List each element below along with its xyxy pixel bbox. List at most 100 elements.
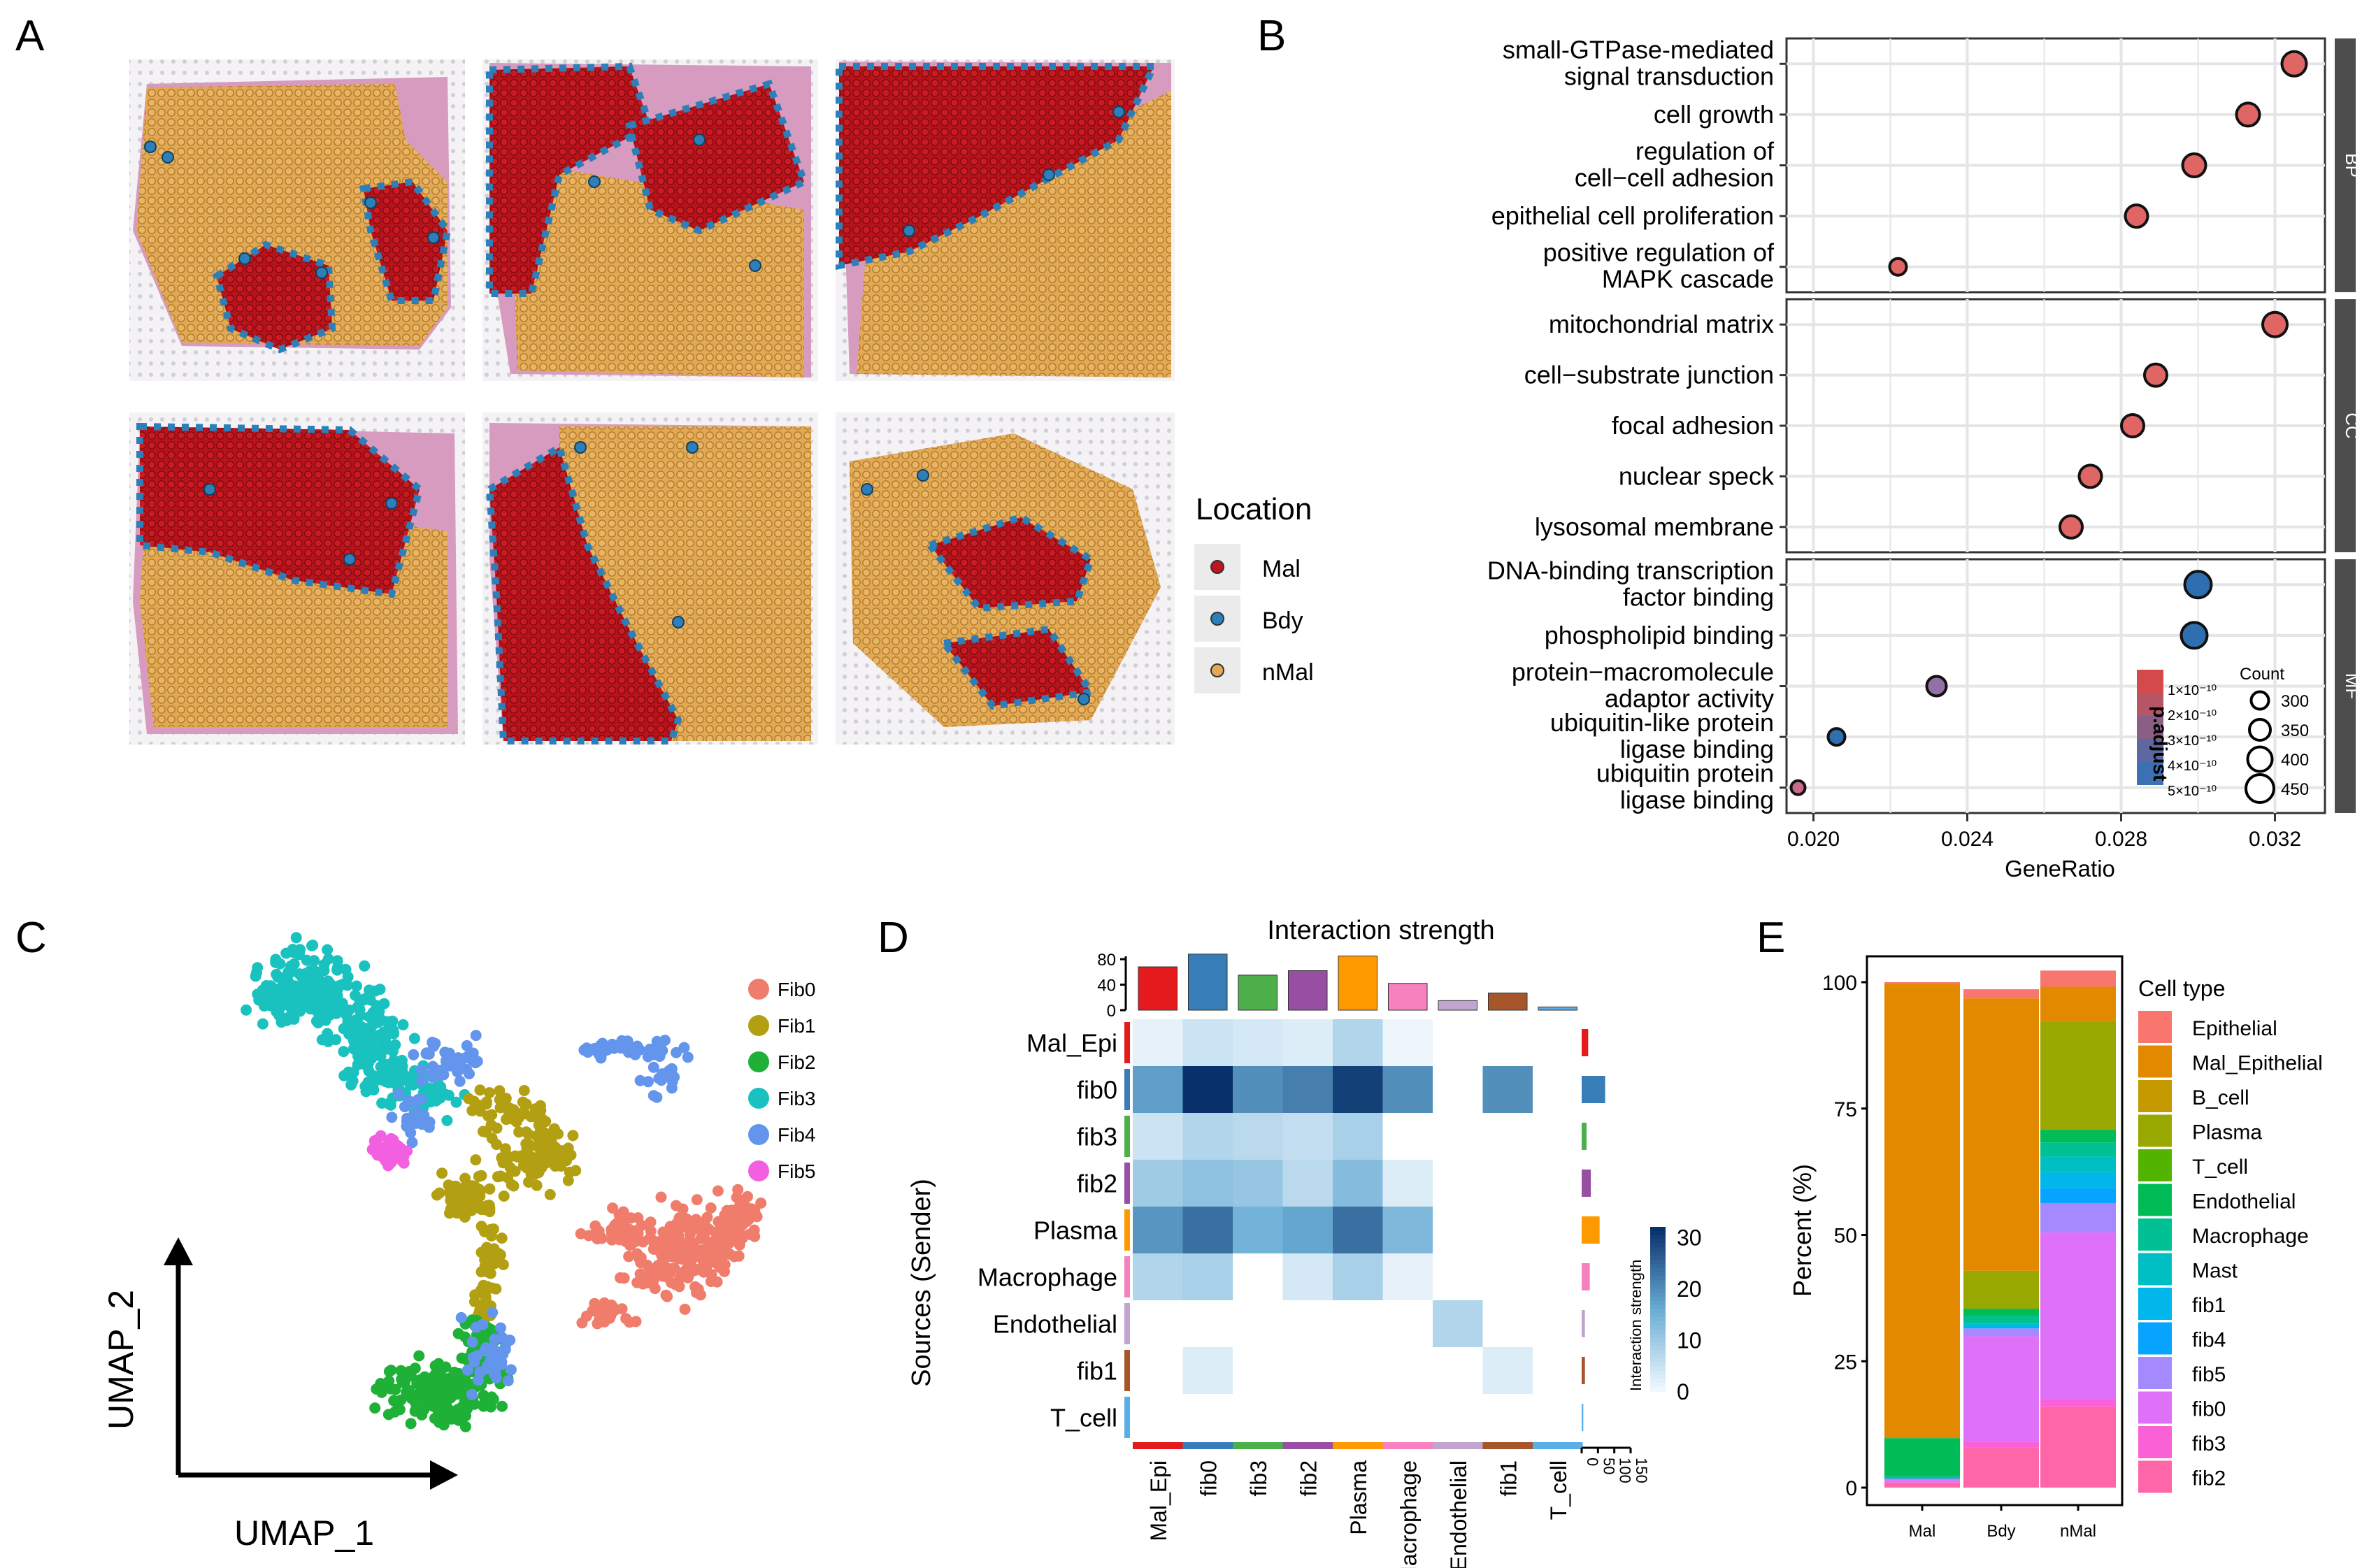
stacked-bar-segment xyxy=(2040,1188,2116,1203)
umap-point xyxy=(523,1177,534,1188)
umap-point xyxy=(316,980,328,992)
umap-legend-dot xyxy=(748,1124,769,1145)
stacked-bar-segment xyxy=(1963,1336,2039,1442)
panel-label-d: D xyxy=(878,914,909,962)
celltype-legend-label: Endothelial xyxy=(2192,1191,2296,1214)
umap-point xyxy=(368,1070,380,1082)
heatmap-col-label: Mal_Epi xyxy=(1146,1460,1171,1541)
umap-point xyxy=(322,1028,334,1040)
umap-point xyxy=(399,1374,411,1386)
umap-point xyxy=(536,1162,547,1174)
heatmap-cell xyxy=(1182,1300,1233,1348)
umap-point xyxy=(722,1226,733,1238)
heatmap-row-label: Macrophage xyxy=(978,1263,1117,1292)
bdy-spot xyxy=(693,134,706,146)
umap-point xyxy=(392,1140,404,1152)
heatmap-row-label: Plasma xyxy=(1033,1216,1118,1245)
colorbar-segment xyxy=(1650,1325,1666,1330)
celltype-legend-label: T_cell xyxy=(2192,1156,2248,1179)
umap-point xyxy=(294,944,306,956)
colorbar-segment xyxy=(1650,1251,1666,1257)
right-bar-tick-label: 150 xyxy=(1633,1458,1650,1483)
umap-point xyxy=(382,1160,394,1172)
umap-point xyxy=(510,1116,522,1128)
celltype-legend-label: fib3 xyxy=(2192,1432,2226,1455)
facet-strip-edge xyxy=(2329,299,2335,552)
heatmap-cell xyxy=(1282,1019,1333,1067)
umap-point xyxy=(381,1043,393,1055)
go-term-label: lysosomal membrane xyxy=(1535,512,1774,541)
stacked-bar-segment xyxy=(2040,1172,2116,1188)
umap-point xyxy=(397,1019,409,1030)
heatmap-cell xyxy=(1133,1113,1183,1160)
umap-point xyxy=(474,1084,486,1096)
umap-legend-dot xyxy=(748,1051,769,1072)
colorbar-tick-label: 3×10⁻¹⁰ xyxy=(2168,733,2217,749)
celltype-legend-label: Macrophage xyxy=(2192,1225,2309,1248)
umap-point xyxy=(657,1270,669,1282)
umap-point xyxy=(441,1056,452,1067)
heatmap-cell xyxy=(1482,1113,1533,1160)
umap-point xyxy=(409,1116,421,1128)
heatmap-cell xyxy=(1533,1019,1583,1067)
heatmap-cell xyxy=(1333,1019,1383,1067)
count-legend-title: Count xyxy=(2240,665,2284,684)
celltype-legend-swatch xyxy=(2138,1149,2172,1181)
umap-point xyxy=(366,1053,378,1065)
umap-point xyxy=(306,940,317,951)
go-term-label: cell growth xyxy=(1654,100,1774,129)
stacked-bar-segment xyxy=(1963,1325,2039,1328)
facet-strip-edge xyxy=(2329,559,2335,813)
umap-point xyxy=(304,965,316,977)
umap-point xyxy=(484,1183,496,1195)
go-dotplot: small-GTPase-mediated signal transduction… xyxy=(1487,35,2362,882)
colorbar-segment xyxy=(1650,1288,1666,1293)
umap-point xyxy=(416,1075,428,1087)
celltype-legend-label: B_cell xyxy=(2192,1086,2249,1109)
umap-point xyxy=(313,998,325,1010)
umap-point xyxy=(492,1171,503,1183)
umap-point xyxy=(476,1283,488,1294)
heatmap-col-label: fib1 xyxy=(1496,1460,1521,1497)
umap-legend-label: Fib2 xyxy=(778,1051,815,1073)
umap-point xyxy=(459,1206,471,1218)
umap-point xyxy=(436,1399,448,1411)
umap-point xyxy=(687,1238,699,1250)
umap-point xyxy=(671,1217,683,1229)
x-tick-label: 0.028 xyxy=(2095,828,2147,851)
go-term-label: phospholipid binding xyxy=(1545,621,1774,649)
umap-point xyxy=(241,1004,252,1016)
umap-point xyxy=(345,1079,357,1091)
celltype-legend-swatch xyxy=(2138,1426,2172,1458)
umap-point xyxy=(461,1364,473,1376)
heatmap-cell xyxy=(1433,1113,1483,1160)
colorbar-tick-label: 2×10⁻¹⁰ xyxy=(2168,708,2217,724)
outgoing-strength-bar xyxy=(1582,1170,1591,1197)
x-tick-label: 0.032 xyxy=(2249,828,2301,851)
mal-region xyxy=(486,62,655,297)
umap-point xyxy=(710,1235,722,1247)
heatmap-cell xyxy=(1533,1394,1583,1441)
heatmap-cell xyxy=(1482,1019,1533,1067)
location-legend-label: nMal xyxy=(1262,659,1314,686)
colorbar-tick-label: 0 xyxy=(1677,1379,1689,1404)
stacked-bar-panel: Percent (%) Mal Bdy nMal 0 25 50 75 100 Cell ty… xyxy=(1788,955,2323,1541)
heatmap-col-label: fib2 xyxy=(1296,1460,1321,1497)
stacked-bar-segment xyxy=(1963,1316,2039,1324)
heatmap-cell xyxy=(1133,1253,1183,1301)
umap-point xyxy=(477,1318,489,1330)
umap-point xyxy=(385,1365,397,1376)
bdy-spot xyxy=(588,175,601,188)
umap-point xyxy=(583,1230,594,1242)
outgoing-strength-bar xyxy=(1582,1123,1587,1150)
umap-point xyxy=(406,1137,418,1149)
heatmap-cell xyxy=(1482,1300,1533,1348)
umap-point xyxy=(369,985,381,997)
bdy-spot xyxy=(903,224,915,237)
x-tick-label: 0.020 xyxy=(1787,828,1840,851)
heatmap-col-label: T_cell xyxy=(1546,1460,1571,1520)
heatmap-cell xyxy=(1533,1207,1583,1254)
umap-point xyxy=(498,1191,510,1202)
umap-point xyxy=(271,1006,282,1017)
